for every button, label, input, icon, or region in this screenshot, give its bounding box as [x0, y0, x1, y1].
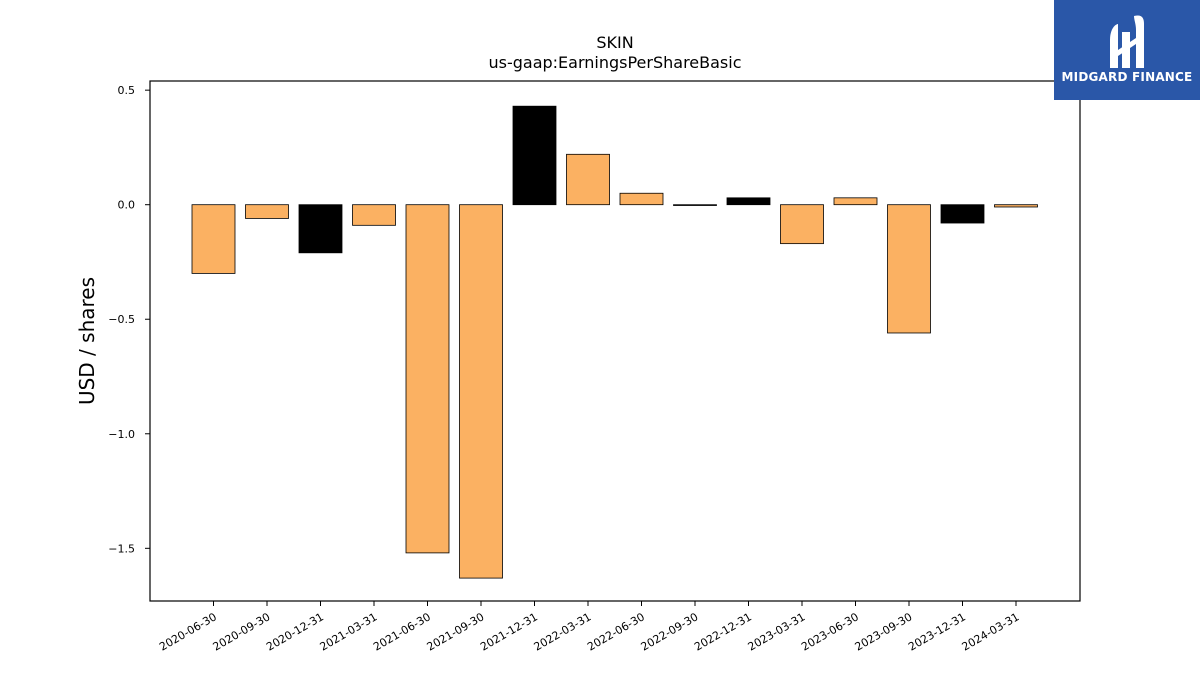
x-tick-label: 2020-09-30	[211, 610, 273, 653]
midgard-finance-logo: MIDGARD FINANCE	[1054, 0, 1200, 100]
bar-2021-12-31	[512, 105, 557, 206]
x-tick-label: 2022-09-30	[639, 610, 701, 653]
bar-2023-12-31	[940, 204, 985, 224]
x-tick-label: 2022-03-31	[532, 610, 594, 653]
y-axis-label: USD / shares	[75, 277, 99, 405]
bar-2023-09-30	[887, 204, 931, 334]
x-tick-label: 2023-09-30	[853, 610, 915, 653]
midgard-logo-icon	[1110, 15, 1144, 68]
bar-2021-09-30	[459, 204, 503, 579]
bars-group	[191, 105, 1038, 579]
y-tick-label: −0.5	[108, 313, 135, 326]
bar-2022-03-31	[566, 153, 610, 206]
logo-text: MIDGARD FINANCE	[1061, 70, 1193, 84]
bar-2020-06-30	[191, 204, 236, 274]
x-tick-label: 2021-09-30	[425, 610, 487, 653]
bar-2022-09-30	[673, 204, 717, 206]
x-axis: 2020-06-302020-09-302020-12-312021-03-31…	[157, 601, 1022, 654]
y-tick-label: −1.5	[108, 542, 135, 555]
x-tick-label: 2022-12-31	[692, 610, 754, 653]
x-tick-label: 2023-12-31	[906, 610, 968, 653]
y-tick-label: 0.0	[118, 199, 136, 212]
y-tick-label: 0.5	[118, 84, 136, 97]
x-tick-label: 2023-06-30	[799, 610, 861, 653]
bar-2021-03-31	[352, 204, 396, 226]
x-tick-label: 2020-06-30	[157, 610, 219, 653]
bar-2021-06-30	[405, 204, 450, 554]
bar-2023-03-31	[780, 204, 824, 245]
x-tick-label: 2021-06-30	[371, 610, 433, 653]
bar-2022-12-31	[726, 197, 771, 206]
chart-title: SKIN	[596, 33, 633, 52]
bar-2020-09-30	[245, 204, 289, 219]
x-tick-label: 2021-03-31	[318, 610, 380, 653]
bar-2020-12-31	[298, 204, 343, 254]
y-axis: 0.5 0.0 −0.5 −1.0 −1.5	[108, 84, 150, 555]
bar-2024-03-31	[994, 204, 1038, 208]
x-tick-label: 2022-06-30	[585, 610, 647, 653]
x-tick-label: 2021-12-31	[478, 610, 540, 653]
plot-frame	[149, 80, 1081, 602]
x-tick-label: 2024-03-31	[960, 610, 1022, 653]
x-tick-label: 2023-03-31	[746, 610, 808, 653]
x-tick-label: 2020-12-31	[264, 610, 326, 653]
bar-2023-06-30	[833, 197, 878, 206]
chart-subtitle: us-gaap:EarningsPerShareBasic	[488, 53, 741, 72]
y-tick-label: −1.0	[108, 428, 135, 441]
bar-2022-06-30	[619, 192, 664, 206]
